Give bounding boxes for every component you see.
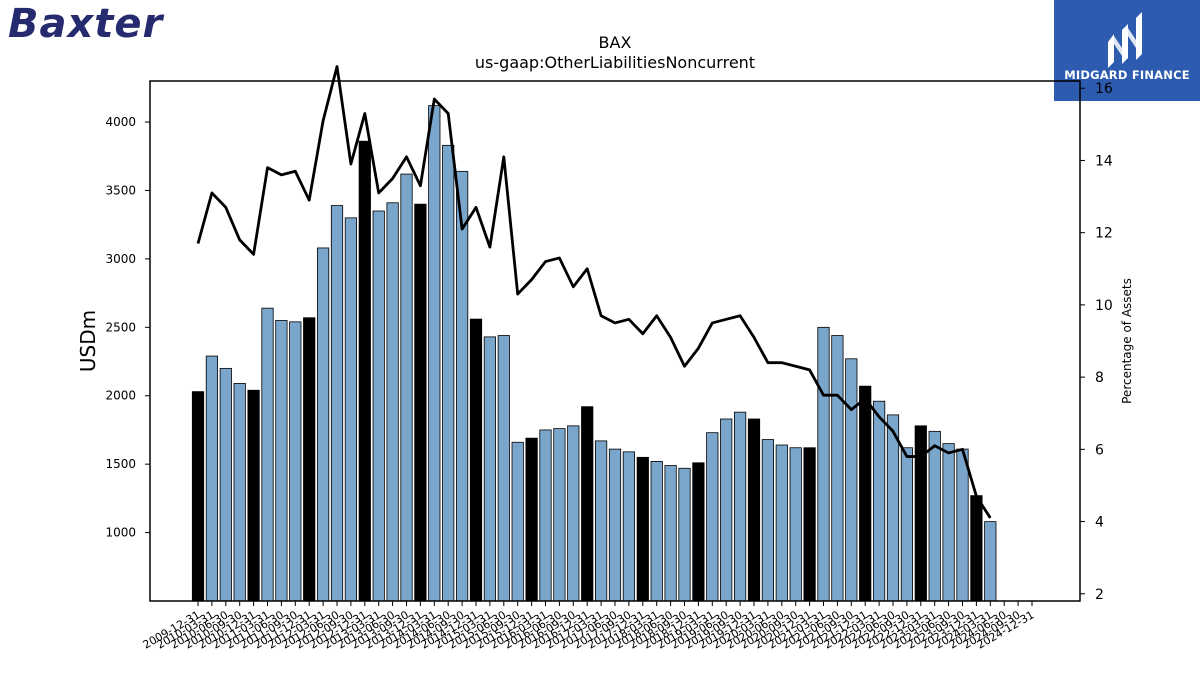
baxter-logo: Baxter: [8, 1, 165, 47]
y2-tick-label-6: 6: [1095, 442, 1104, 458]
bar-2018-12-31: [692, 462, 705, 602]
bar-2017-03-31: [595, 440, 608, 602]
baxter-logo-text: Baxter: [8, 1, 165, 47]
x-axis: 2009-12-312010-03-312010-06-302010-09-30…: [141, 601, 1037, 652]
bar-2019-12-31: [747, 418, 761, 602]
bar-2009-12-31: [191, 391, 205, 602]
bar-2014-09-30: [455, 170, 469, 602]
y-tick-label-3000: 3000: [105, 252, 136, 266]
line-layer: [196, 65, 992, 519]
bar-2018-03-31: [650, 461, 663, 602]
bar-2021-09-30: [845, 358, 858, 602]
y-tick-label-2000: 2000: [105, 389, 136, 403]
bar-2013-12-31: [414, 203, 427, 602]
bar-2012-03-31: [316, 247, 330, 602]
bar-2020-06-30: [775, 444, 788, 602]
y2-axis: 2 4 6 8 10 12 14 16: [1080, 81, 1113, 603]
bar-2018-09-30: [678, 467, 691, 602]
bar-2015-03-31: [483, 336, 497, 602]
bar-2019-03-31: [706, 432, 719, 602]
pct-of-assets-line: [196, 65, 992, 519]
bar-2016-03-31: [539, 429, 552, 602]
bar-2022-03-31: [873, 400, 886, 602]
bar-2010-12-31: [247, 389, 260, 602]
bar-2023-06-30: [942, 443, 955, 602]
bar-2022-09-30: [900, 447, 914, 602]
bar-2015-09-30: [511, 441, 524, 602]
bar-2011-03-31: [261, 307, 274, 602]
bar-2011-06-30: [275, 320, 288, 602]
y-tick-label-4000: 4000: [105, 115, 136, 129]
y-tick-label-2500: 2500: [105, 320, 136, 334]
bar-2019-06-30: [720, 418, 733, 602]
bar-2021-03-31: [817, 326, 830, 602]
bar-2021-12-31: [859, 385, 872, 602]
chart-title: BAX: [599, 33, 632, 52]
bar-2012-09-30: [344, 217, 358, 602]
midgard-finance-text: MIDGARD FINANCE: [1064, 68, 1190, 82]
y2-axis-label: Percentage of Assets: [1120, 278, 1134, 404]
bar-2016-06-30: [553, 428, 566, 602]
bar-2014-12-31: [469, 318, 483, 602]
bar-2023-09-30: [956, 448, 969, 602]
bar-2017-12-31: [636, 456, 649, 602]
bar-2017-06-30: [608, 448, 622, 602]
y-tick-label-1000: 1000: [105, 526, 136, 540]
bar-2010-09-30: [233, 383, 246, 602]
bar-2010-06-30: [219, 367, 232, 602]
y2-tick-label-8: 8: [1095, 370, 1104, 386]
midgard-logo-icon: [1108, 12, 1142, 68]
y2-tick-label-16: 16: [1095, 81, 1113, 97]
y2-tick-label-12: 12: [1095, 226, 1113, 242]
bar-2013-06-30: [386, 202, 399, 602]
bar-2010-03-31: [205, 355, 218, 602]
bar-2020-12-31: [803, 447, 816, 602]
bar-2019-09-30: [734, 411, 747, 602]
bar-2015-12-31: [525, 437, 538, 602]
bar-2015-06-30: [497, 335, 510, 602]
bar-2018-06-30: [664, 465, 677, 602]
bar-2023-03-31: [928, 430, 941, 602]
bar-2021-06-30: [831, 335, 844, 602]
bar-2014-06-30: [442, 144, 455, 602]
y-axis: 1000 1500 2000 2500 3000 3500 4000: [105, 115, 150, 540]
midgard-finance-badge: MIDGARD FINANCE: [1054, 0, 1200, 101]
bar-2013-03-31: [372, 210, 385, 602]
bar-2014-03-31: [428, 105, 441, 602]
y-tick-label-1500: 1500: [105, 457, 136, 471]
bar-2011-09-30: [289, 321, 302, 602]
y2-tick-label-10: 10: [1095, 298, 1113, 314]
bar-2011-12-31: [303, 317, 316, 602]
y-axis-label: USDm: [76, 310, 100, 372]
bar-2023-12-31: [970, 495, 983, 602]
bar-2020-03-31: [761, 439, 775, 602]
bar-2016-12-31: [581, 406, 594, 602]
bar-2020-09-30: [789, 447, 802, 602]
y2-tick-label-4: 4: [1095, 515, 1104, 531]
chart-subtitle: us-gaap:OtherLiabilitiesNoncurrent: [475, 53, 755, 72]
y-tick-label-3500: 3500: [105, 183, 136, 197]
y2-tick-label-2: 2: [1095, 587, 1104, 603]
bar-2022-06-30: [886, 414, 900, 602]
bar-2013-09-30: [400, 173, 413, 602]
bar-2017-09-30: [622, 451, 636, 602]
y2-tick-label-14: 14: [1095, 153, 1113, 169]
bar-2016-09-30: [567, 425, 580, 602]
bar-2024-03-31: [984, 521, 997, 602]
bar-2012-12-31: [358, 140, 371, 602]
bar-2012-06-30: [330, 205, 344, 602]
